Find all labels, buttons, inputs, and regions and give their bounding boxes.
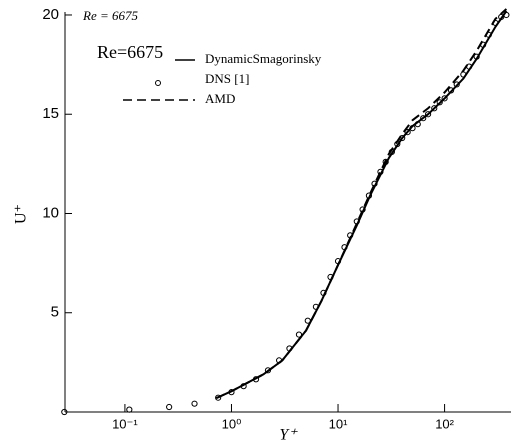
data-point	[409, 125, 416, 132]
data-point	[436, 99, 443, 106]
y-tick-label: 15	[42, 105, 59, 122]
data-point	[453, 81, 460, 88]
data-point	[404, 128, 411, 136]
data-point	[166, 403, 173, 411]
y-tick-label: 5	[51, 304, 59, 321]
series-line	[215, 8, 508, 400]
x-axis-label: Y⁺	[279, 427, 298, 444]
data-point	[240, 383, 247, 390]
y-axis-label: U⁺	[13, 204, 30, 224]
data-point	[304, 317, 311, 324]
data-point	[126, 406, 133, 413]
legend-label: DNS [1]	[205, 71, 249, 86]
data-point	[447, 87, 455, 94]
legend-label: AMD	[205, 91, 235, 106]
y-tick-label: 20	[42, 6, 59, 23]
annotation: Re = 6675	[82, 8, 138, 23]
data-point	[295, 331, 303, 338]
data-point	[228, 389, 235, 396]
series-line	[215, 10, 508, 400]
legend-label: DynamicSmagorinsky	[205, 51, 322, 66]
data-point	[420, 115, 427, 122]
x-tick-label: 10⁻¹	[112, 416, 138, 431]
x-tick-label: 10¹	[329, 416, 348, 431]
data-point	[252, 376, 260, 383]
data-point	[503, 11, 510, 19]
x-tick-label: 10⁰	[222, 416, 242, 431]
legend-marker	[155, 80, 161, 86]
data-point	[382, 158, 389, 165]
data-point	[441, 95, 448, 102]
data-point	[377, 168, 384, 175]
data-point	[424, 111, 432, 118]
data-point	[215, 394, 222, 401]
data-point	[191, 400, 198, 407]
data-point	[61, 408, 68, 416]
data-point	[414, 121, 421, 128]
y-tick-label: 10	[42, 204, 59, 221]
data-point	[431, 105, 438, 112]
data-point	[473, 53, 480, 60]
x-tick-label: 10²	[435, 416, 454, 431]
legend-title: Re=6675	[97, 42, 163, 62]
